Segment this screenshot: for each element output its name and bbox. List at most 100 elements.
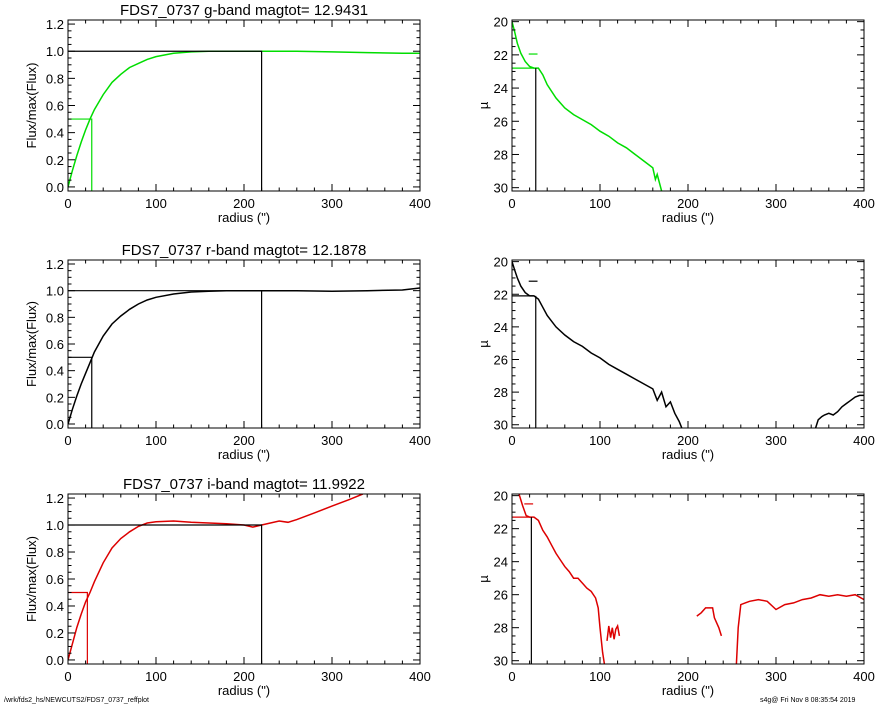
chart-panel-1: 0 100 200 300 400 0.0 0.2 0.4 0.6 0.8 1.0 1.2 radius… [24, 2, 431, 225]
x-tick-label: 200 [677, 433, 699, 448]
y-tick-label: 30 [494, 654, 508, 669]
y-tick-label: 30 [494, 181, 508, 196]
half-light-marker [68, 356, 93, 428]
y-axis-label: Flux/max(Flux) [24, 301, 39, 387]
y-tick-label: 0.6 [46, 572, 64, 587]
x-tick-label: 300 [321, 433, 343, 448]
x-tick-label: 200 [677, 669, 699, 684]
axes-frame [67, 259, 421, 429]
y-tick-label: 30 [494, 418, 508, 433]
x-tick-label: 100 [145, 196, 167, 211]
y-tick-label: 26 [494, 588, 508, 603]
y-tick-label: 0.6 [46, 99, 64, 114]
growth-curve [68, 50, 420, 188]
surface-brightness-profile [606, 623, 621, 641]
plot-area [68, 287, 420, 428]
x-tick-label: 200 [233, 669, 255, 684]
y-tick-label: 28 [494, 385, 508, 400]
plot-area [68, 50, 420, 191]
surface-brightness-profile [735, 593, 864, 664]
growth-curve [68, 287, 420, 425]
footer-path: /wrk/fds2_hs/NEWCUTS2/FDS7_0737_reffplot [4, 697, 149, 704]
plot-area [68, 494, 364, 664]
y-tick-label: 22 [494, 522, 508, 537]
y-tick-label: 0.2 [46, 626, 64, 641]
y-tick-label: 1.2 [46, 491, 64, 506]
chart-panel-3: 0 100 200 300 400 0.0 0.2 0.4 0.6 0.8 1.0 1.2 radius… [24, 242, 431, 462]
total-light-marker [68, 290, 263, 428]
y-tick-label: 22 [494, 48, 508, 63]
x-tick-label: 100 [589, 433, 611, 448]
y-tick-label: 26 [494, 114, 508, 129]
x-tick-label: 300 [765, 196, 787, 211]
x-tick-label: 0 [508, 196, 515, 211]
x-tick-label: 300 [321, 669, 343, 684]
x-tick-label: 0 [508, 669, 515, 684]
y-tick-label: 24 [494, 320, 508, 335]
y-tick-label: 1.0 [46, 44, 64, 59]
x-tick-label: 0 [64, 433, 71, 448]
y-tick-label: 0.8 [46, 71, 64, 86]
y-tick-label: 0.2 [46, 153, 64, 168]
y-axis-label: µ [476, 101, 491, 109]
y-tick-label: 24 [494, 81, 508, 96]
x-axis-label: radius (") [662, 210, 714, 225]
y-tick-label: 22 [494, 287, 508, 302]
plot-area [512, 261, 864, 428]
axes-frame [511, 493, 865, 665]
x-axis-label: radius (") [662, 683, 714, 698]
y-tick-label: 0.0 [46, 653, 64, 668]
x-tick-label: 200 [233, 433, 255, 448]
x-axis-label: radius (") [218, 447, 270, 462]
half-light-marker [68, 591, 88, 664]
y-tick-label: 20 [494, 255, 508, 270]
y-tick-label: 0.6 [46, 337, 64, 352]
y-tick-label: 1.0 [46, 518, 64, 533]
y-tick-label: 0.8 [46, 310, 64, 325]
x-tick-label: 300 [765, 669, 787, 684]
y-tick-label: 1.2 [46, 257, 64, 272]
x-tick-label: 400 [853, 433, 875, 448]
axes-frame [511, 19, 865, 192]
half-light-marker [68, 118, 93, 191]
x-tick-label: 400 [409, 196, 431, 211]
x-tick-label: 400 [409, 669, 431, 684]
surface-brightness-profile [814, 394, 864, 428]
x-tick-label: 300 [765, 433, 787, 448]
total-light-marker [68, 524, 263, 664]
y-tick-label: 26 [494, 352, 508, 367]
chart-panel-4: 0 100 200 300 400 20 22 24 26 28 30 radius (") µ [476, 255, 875, 462]
x-tick-label: 0 [508, 433, 515, 448]
chart-title: FDS7_0737 g-band magtot= 12.9431 [120, 2, 368, 19]
chart-panel-5: 0 100 200 300 400 0.0 0.2 0.4 0.6 0.8 1.0 1.2 radius… [24, 476, 431, 698]
y-tick-label: 0.0 [46, 417, 64, 432]
x-axis-label: radius (") [218, 210, 270, 225]
x-tick-label: 100 [145, 433, 167, 448]
y-tick-label: 0.4 [46, 599, 64, 614]
y-tick-label: 24 [494, 555, 508, 570]
surface-brightness-profile [512, 261, 683, 428]
y-tick-label: 0.4 [46, 126, 64, 141]
x-axis-label: radius (") [218, 683, 270, 698]
x-tick-label: 400 [853, 196, 875, 211]
x-tick-label: 400 [409, 433, 431, 448]
total-light-marker [68, 50, 263, 191]
chart-panel-6: 0 100 200 300 400 20 22 24 26 28 30 radius (") µ [476, 489, 875, 698]
chart-title: FDS7_0737 r-band magtot= 12.1878 [122, 242, 367, 259]
axes-frame [67, 19, 421, 192]
x-tick-label: 100 [589, 669, 611, 684]
y-tick-label: 20 [494, 15, 508, 30]
x-tick-label: 0 [64, 196, 71, 211]
surface-brightness-profile [696, 607, 723, 637]
surface-brightness-profile [518, 494, 606, 664]
chart-title: FDS7_0737 i-band magtot= 11.9922 [123, 476, 365, 493]
x-tick-label: 400 [853, 669, 875, 684]
x-tick-label: 300 [321, 196, 343, 211]
y-tick-label: 28 [494, 147, 508, 162]
plot-area [512, 21, 663, 191]
x-tick-label: 100 [589, 196, 611, 211]
footer-stamp: s4g@ Fri Nov 8 08:35:54 2019 [760, 697, 856, 704]
x-tick-label: 100 [145, 669, 167, 684]
y-tick-label: 0.8 [46, 545, 64, 560]
y-axis-label: µ [476, 340, 491, 348]
